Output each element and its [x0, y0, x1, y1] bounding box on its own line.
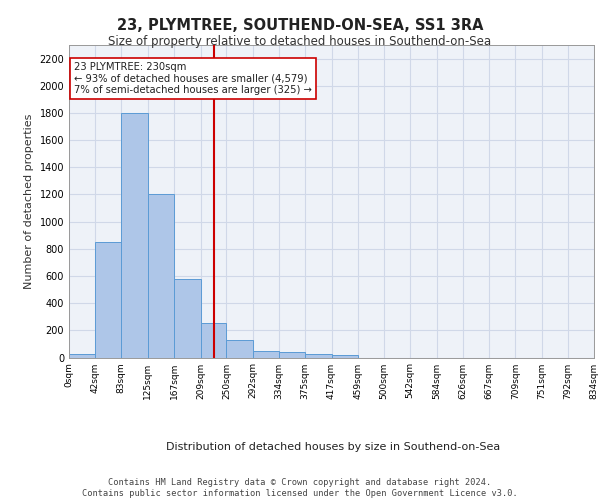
- Bar: [253, 352, 279, 358]
- Bar: [279, 352, 305, 358]
- Bar: [121, 113, 148, 358]
- Text: 23, PLYMTREE, SOUTHEND-ON-SEA, SS1 3RA: 23, PLYMTREE, SOUTHEND-ON-SEA, SS1 3RA: [117, 18, 483, 32]
- Text: Contains HM Land Registry data © Crown copyright and database right 2024.
Contai: Contains HM Land Registry data © Crown c…: [82, 478, 518, 498]
- Bar: [69, 354, 95, 358]
- Bar: [148, 194, 174, 358]
- Bar: [174, 278, 200, 357]
- Bar: [331, 356, 358, 358]
- Text: Distribution of detached houses by size in Southend-on-Sea: Distribution of detached houses by size …: [166, 442, 500, 452]
- Bar: [226, 340, 253, 357]
- Bar: [305, 354, 331, 358]
- Text: 23 PLYMTREE: 230sqm
← 93% of detached houses are smaller (4,579)
7% of semi-deta: 23 PLYMTREE: 230sqm ← 93% of detached ho…: [74, 62, 312, 95]
- Bar: [200, 323, 226, 358]
- Bar: [95, 242, 121, 358]
- Text: Size of property relative to detached houses in Southend-on-Sea: Size of property relative to detached ho…: [109, 35, 491, 48]
- Y-axis label: Number of detached properties: Number of detached properties: [24, 114, 34, 289]
